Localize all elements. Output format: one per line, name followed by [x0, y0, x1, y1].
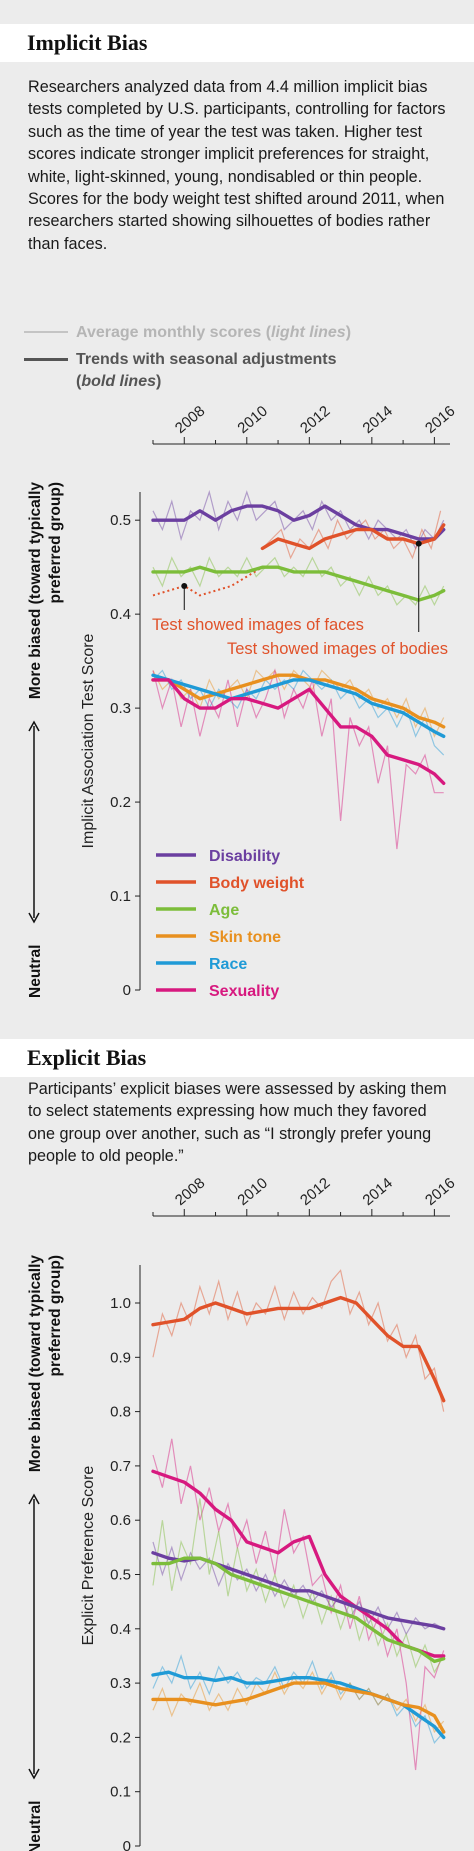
y-tick-label: 0.4: [110, 1621, 131, 1638]
implicit-chart: 2008 2010 2012 2014 2016 0 0.1 0.2 0.3 0.4 0.5 Impl…: [27, 403, 459, 1000]
y-tick-label: 0.2: [110, 1729, 131, 1746]
annotation-bodies-label: Test showed images of bodies: [227, 640, 448, 658]
y-tick-label: 0: [123, 982, 131, 999]
x-tick-label-2014: 2014: [359, 403, 395, 437]
trend-line-sexuality: [151, 678, 446, 785]
trend-line-skin-tone: [151, 1681, 446, 1734]
x-tick-label-2016: 2016: [422, 403, 458, 437]
x-tick-label-2010: 2010: [234, 1175, 270, 1209]
trend-line-body-weight: [151, 1295, 446, 1403]
y-tick-label: 0.3: [110, 1675, 131, 1692]
y-tick-label: 0.7: [110, 1458, 131, 1475]
trend-line-race: [151, 673, 446, 738]
explicit-section-header: Explicit Bias: [0, 1039, 474, 1077]
x-tick-label-2012: 2012: [297, 1175, 333, 1209]
explicit-chart: 2008 2010 2012 2014 2016 0 0.1 0.2 0.3 0.4 0.5 0.6 0…: [27, 1175, 459, 1851]
side-label-more-biased: More biased (toward typically: [27, 1255, 44, 1472]
trend-line-sexuality: [151, 1469, 446, 1658]
trend-line-skin-tone: [151, 673, 446, 729]
monthly-line-body-weight: [261, 510, 442, 560]
x-tick-label-2012: 2012: [297, 403, 333, 437]
y-tick-label: 1.0: [110, 1295, 131, 1312]
y-tick-label: 0.3: [110, 700, 131, 717]
bias-arrow-up-icon: [28, 1493, 40, 1505]
legend-label-body-weight: Body weight: [209, 875, 305, 892]
monthly-line-race: [152, 1654, 445, 1744]
key-light-label: Average monthly scores (light lines): [76, 324, 352, 341]
trend-line-disability: [151, 504, 446, 541]
bias-arrow-down-icon: [28, 912, 40, 924]
implicit-section-title: Implicit Bias: [27, 30, 148, 55]
explicit-bias-panel: Explicit Bias Participants’ explicit bia…: [0, 1015, 474, 1851]
monthly-line-sexuality: [152, 668, 444, 850]
y-tick-label: 0.1: [110, 888, 131, 905]
y-tick-label: 0.9: [110, 1349, 131, 1366]
x-tick-label-2008: 2008: [172, 1175, 208, 1209]
implicit-section-header: Implicit Bias: [0, 24, 474, 62]
monthly-line-age: [152, 1498, 445, 1674]
bias-arrow-up-icon: [28, 720, 40, 732]
side-label-neutral: Neutral: [27, 1801, 44, 1851]
side-label-preferred-group: preferred group): [47, 1255, 64, 1376]
y-axis-title: Explicit Preference Score: [80, 1466, 97, 1646]
side-label-more-biased: More biased (toward typically: [27, 482, 44, 699]
x-tick-label-2016: 2016: [422, 1175, 458, 1209]
legend-label-skin-tone: Skin tone: [209, 929, 281, 946]
monthly-line-sexuality: [152, 1438, 445, 1771]
trend-line-age: [151, 565, 446, 602]
trend-line-age: [151, 1556, 446, 1664]
x-tick-label-2010: 2010: [234, 403, 270, 437]
annotation-faces-label: Test showed images of faces: [152, 616, 364, 634]
explicit-intro-text: Participants’ explicit biases were asses…: [28, 1080, 447, 1166]
legend-label-disability: Disability: [209, 848, 280, 865]
bias-arrow-down-icon: [28, 1768, 40, 1780]
implicit-bias-panel: Implicit Bias Researchers analyzed data …: [0, 24, 474, 1000]
y-tick-label: 0.8: [110, 1404, 131, 1421]
y-tick-label: 0.6: [110, 1512, 131, 1529]
legend-label-sexuality: Sexuality: [209, 983, 279, 1000]
y-tick-label: 0.1: [110, 1784, 131, 1801]
x-tick-label-2014: 2014: [359, 1175, 395, 1209]
implicit-intro-text: Researchers analyzed data from 4.4 milli…: [28, 78, 446, 253]
legend-label-age: Age: [209, 902, 239, 919]
y-tick-label: 0.5: [110, 1567, 131, 1584]
monthly-line-age: [152, 556, 445, 607]
y-tick-label: 0: [123, 1838, 131, 1851]
legend-label-race: Race: [209, 956, 247, 973]
key-bold-swatch: [24, 358, 68, 361]
side-label-preferred-group: preferred group): [47, 482, 64, 603]
key-bold-label: Trends with seasonal adjustments (bold l…: [76, 351, 337, 390]
y-axis-title: Implicit Association Test Score: [80, 633, 97, 848]
explicit-section-title: Explicit Bias: [27, 1045, 147, 1070]
y-tick-label: 0.2: [110, 794, 131, 811]
y-tick-label: 0.4: [110, 606, 131, 623]
y-tick-label: 0.5: [110, 512, 131, 529]
monthly-line-body-weight: [152, 1269, 445, 1412]
side-label-neutral: Neutral: [27, 945, 44, 998]
x-tick-label-2008: 2008: [172, 403, 208, 437]
key-light-swatch: [24, 331, 68, 333]
